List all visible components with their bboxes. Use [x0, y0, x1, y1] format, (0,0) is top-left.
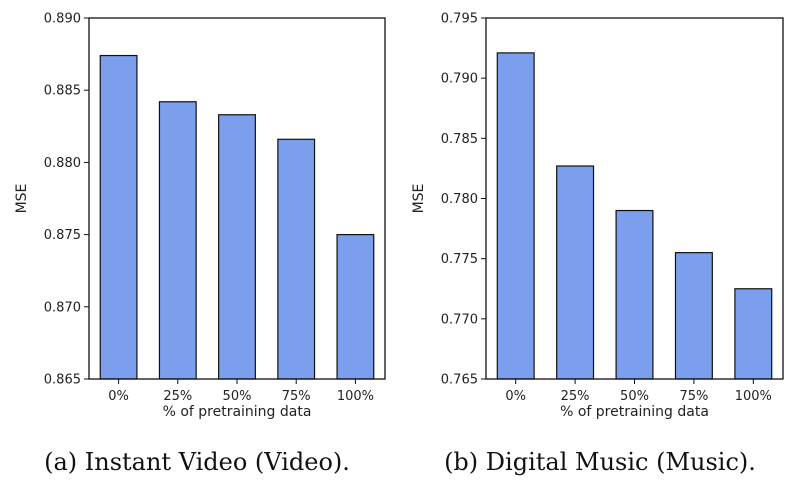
y-tick-label: 0.765	[441, 373, 478, 388]
y-tick-label: 0.885	[44, 84, 81, 99]
bar-0pct	[99, 54, 138, 380]
plot-frame	[88, 17, 386, 380]
x-tick-label: 50%	[620, 389, 649, 404]
bar-75pct	[674, 252, 713, 380]
x-tick-label: 0%	[108, 389, 129, 404]
chart-digital-music: 0% 25% 50% 75% 100% 0.765 0.770 0.775 0.780 0.785…	[411, 12, 784, 420]
bar-25pct	[556, 165, 595, 380]
y-tick-label: 0.890	[44, 12, 81, 27]
x-tick-label: 75%	[282, 389, 311, 404]
chart-instant-video: 0% 25% 50% 75% 100% 0.865 0.870 0.875 0.880 0.885…	[14, 12, 386, 420]
x-tick-label: 25%	[561, 389, 590, 404]
y-tick-label: 0.770	[441, 312, 478, 327]
y-axis-label: MSE	[411, 184, 427, 214]
bar-75pct	[277, 138, 316, 380]
bar-100pct	[336, 234, 375, 380]
caption-instant-video: (a) Instant Video (Video).	[44, 448, 350, 476]
y-tick-label: 0.795	[441, 12, 478, 27]
bar-25pct	[158, 101, 197, 380]
y-tick-label: 0.875	[44, 228, 81, 243]
plot-frame	[485, 17, 784, 380]
x-tick-label: 100%	[337, 389, 374, 404]
y-tick-label: 0.775	[441, 252, 478, 267]
bar-100pct	[734, 288, 773, 380]
x-tick-label: 0%	[505, 389, 526, 404]
y-tick-label: 0.780	[441, 192, 478, 207]
x-tick-label: 100%	[735, 389, 772, 404]
x-axis-label: % of pretraining data	[163, 404, 312, 420]
bar-50pct	[615, 209, 654, 380]
bar-0pct	[496, 52, 535, 380]
y-tick-label: 0.865	[44, 373, 81, 388]
x-tick-label: 50%	[223, 389, 252, 404]
bar-50pct	[218, 114, 256, 380]
caption-digital-music: (b) Digital Music (Music).	[444, 448, 756, 476]
y-axis-label: MSE	[14, 184, 30, 214]
x-tick-label: 75%	[679, 389, 708, 404]
x-axis-label: % of pretraining data	[560, 404, 709, 420]
y-tick-label: 0.870	[44, 300, 81, 315]
y-tick-label: 0.790	[441, 72, 478, 87]
y-tick-label: 0.880	[44, 156, 81, 171]
y-tick-label: 0.785	[441, 132, 478, 147]
x-tick-label: 25%	[163, 389, 192, 404]
